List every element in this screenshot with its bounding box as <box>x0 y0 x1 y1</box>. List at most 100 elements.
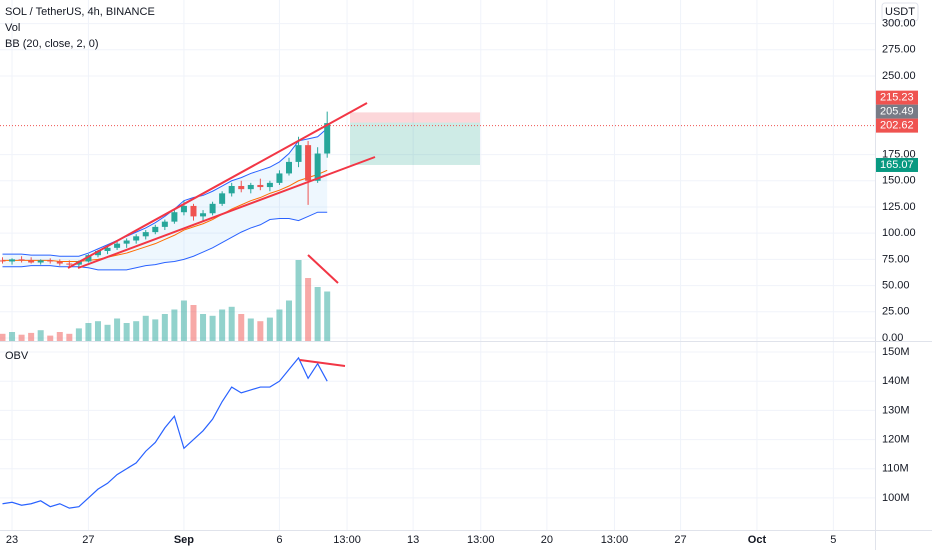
candle <box>200 210 207 222</box>
y-tick-label: 110M <box>882 463 909 475</box>
candle-body <box>324 123 331 154</box>
indicator-label: OBV <box>5 350 29 362</box>
candle <box>219 191 226 206</box>
candle <box>123 238 130 248</box>
x-tick-label: 20 <box>541 534 553 546</box>
obv-line <box>2 356 328 509</box>
volume-bar <box>123 323 130 341</box>
y-tick-label: 140M <box>882 375 910 387</box>
candle-body <box>94 250 101 256</box>
y-tick-label: 250.00 <box>882 70 916 82</box>
candle-body <box>104 247 111 251</box>
trend-line <box>77 156 376 269</box>
indicator-label: BB (20, close, 2, 0) <box>5 38 99 50</box>
volume-bar <box>190 305 197 341</box>
volume-bar <box>56 332 63 341</box>
price-marker-label: 165.07 <box>880 159 914 171</box>
candle <box>28 257 35 264</box>
volume-bar <box>85 323 92 341</box>
y-tick-label: 125.00 <box>882 201 916 213</box>
candle-body <box>152 226 159 233</box>
volume-bar <box>0 333 6 341</box>
x-tick-label: 6 <box>276 534 282 546</box>
y-tick-label: 100.00 <box>882 227 916 239</box>
candle <box>247 182 254 194</box>
volume-bar <box>238 314 245 341</box>
volume-bar <box>161 314 168 341</box>
x-tick-label: 27 <box>674 534 686 546</box>
candle <box>9 258 16 265</box>
volume-bar <box>324 291 331 341</box>
candle-body <box>276 173 283 183</box>
volume-bar <box>37 330 44 341</box>
candle <box>152 224 159 235</box>
volume-bar <box>142 315 149 341</box>
x-tick-label: 13:00 <box>601 534 629 546</box>
volume-bar <box>28 332 35 341</box>
currency-label: USDT <box>885 6 915 18</box>
candle-body <box>142 232 149 237</box>
symbol-title: SOL / TetherUS, 4h, BINANCE <box>5 6 155 18</box>
volume-bar <box>47 335 54 341</box>
candle <box>85 254 92 263</box>
bb-line <box>2 127 328 257</box>
volume-bar <box>276 309 283 341</box>
candle-body <box>305 145 312 181</box>
candle <box>114 241 121 250</box>
candle <box>209 201 216 216</box>
y-tick-label: 150.00 <box>882 175 916 187</box>
price-marker-label: 205.49 <box>880 106 914 118</box>
trend-line <box>67 102 368 269</box>
divergence-line <box>307 254 339 284</box>
candle-body <box>9 259 16 262</box>
candle <box>133 234 140 244</box>
y-tick-label: 175.00 <box>882 148 916 160</box>
candle <box>0 257 6 264</box>
candle-body <box>0 260 6 262</box>
candle <box>238 180 245 193</box>
candle-body <box>257 184 264 188</box>
candle-body <box>123 240 130 244</box>
candle <box>190 203 197 221</box>
volume-bar <box>314 287 321 341</box>
candle-body <box>285 161 292 174</box>
x-tick-label: 5 <box>830 534 836 546</box>
candle <box>18 256 25 263</box>
indicator-label: Vol <box>5 22 20 34</box>
volume-bar <box>295 260 302 341</box>
bb-line <box>2 169 328 262</box>
candle-body <box>295 145 302 162</box>
volume-bar <box>285 300 292 341</box>
x-tick-label: 23 <box>6 534 18 546</box>
candle <box>285 157 292 176</box>
volume-bar <box>228 306 235 341</box>
candle <box>37 259 44 265</box>
candle <box>66 260 73 267</box>
candle-body <box>133 236 140 241</box>
y-tick-label: 100M <box>882 492 910 504</box>
candle-body <box>37 260 44 263</box>
divergence-line <box>299 359 346 367</box>
candle-body <box>219 193 226 204</box>
candle-body <box>47 260 54 262</box>
candle <box>171 210 178 224</box>
x-tick-label: Sep <box>174 534 194 546</box>
volume-bar <box>9 332 16 341</box>
volume-bar <box>200 314 207 341</box>
bb-line <box>2 211 328 271</box>
volume-bar <box>266 317 273 341</box>
volume-bar <box>219 309 226 341</box>
candle-body <box>190 205 197 217</box>
y-tick-label: 50.00 <box>882 279 910 291</box>
candle-body <box>28 260 35 263</box>
volume-bar <box>171 309 178 341</box>
volume-bar <box>152 319 159 341</box>
y-tick-label: 0.00 <box>882 332 903 344</box>
x-tick-label: 13:00 <box>333 534 361 546</box>
candle-body <box>56 261 63 264</box>
currency-button[interactable] <box>881 2 919 22</box>
candle-body <box>85 255 92 262</box>
candle-body <box>18 259 25 261</box>
volume-bar <box>75 328 82 341</box>
candle <box>257 178 264 191</box>
